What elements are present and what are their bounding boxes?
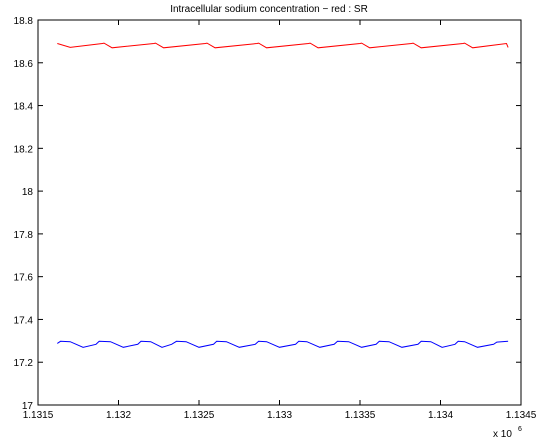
y-axis-ticks: 17 17.2 17.4 17.6 17.8 18 18.2 18.4 18.6 18.8 <box>14 16 521 412</box>
y-tick-label: 17.6 <box>14 273 34 284</box>
x-axis-ticks: 1.1315 1.132 1.1325 1.133 1.1335 1.134 1.1345 <box>23 20 537 421</box>
chart-title: Intracellular sodium concentration − red… <box>170 4 368 15</box>
x-tick-label: 1.134 <box>428 410 453 421</box>
y-tick-label: 17.2 <box>14 358 34 369</box>
y-tick-label: 17.4 <box>14 315 34 326</box>
x-multiplier-exponent: 6 <box>518 426 522 433</box>
y-tick-label: 18.8 <box>14 16 34 27</box>
y-tick-label: 18.6 <box>14 59 34 70</box>
red-series-line <box>57 42 509 49</box>
y-tick-label: 18 <box>22 187 34 198</box>
x-tick-label: 1.1315 <box>23 410 54 421</box>
x-multiplier-label: x 10 <box>493 429 512 440</box>
y-tick-label: 17 <box>22 401 34 412</box>
x-tick-label: 1.1325 <box>184 410 215 421</box>
plot-area <box>37 19 522 406</box>
x-tick-label: 1.1345 <box>506 410 537 421</box>
series-layer <box>57 42 509 348</box>
y-tick-label: 18.4 <box>14 102 34 113</box>
y-tick-label: 17.8 <box>14 230 34 241</box>
blue-series-line <box>57 340 509 348</box>
x-tick-label: 1.133 <box>267 410 292 421</box>
x-tick-label: 1.132 <box>106 410 131 421</box>
y-tick-label: 18.2 <box>14 144 34 155</box>
x-tick-label: 1.1335 <box>345 410 376 421</box>
